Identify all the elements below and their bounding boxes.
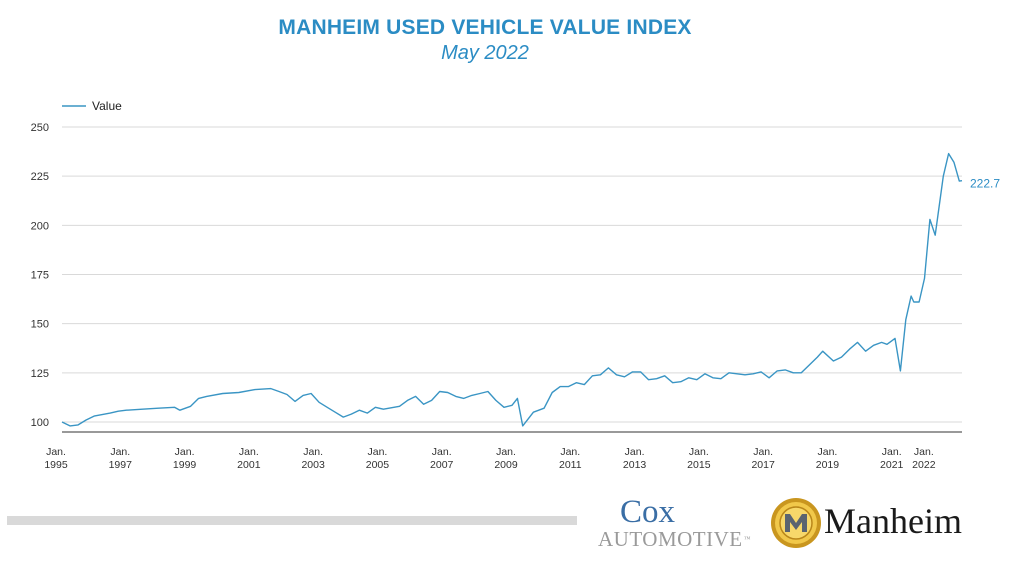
x-tick-year: 2011 xyxy=(559,459,582,471)
x-tick-year: 2022 xyxy=(912,459,936,471)
x-tick-year: 2019 xyxy=(816,459,840,471)
x-tick-label: Jan. xyxy=(110,446,130,458)
x-tick-label: Jan. xyxy=(367,446,387,458)
cox-logo-subtitle: AUTOMOTIVE™ xyxy=(598,528,751,550)
cox-logo-trademark: ™ xyxy=(743,535,751,543)
footer-divider-bar xyxy=(7,516,577,525)
y-tick-label: 175 xyxy=(31,270,49,282)
x-tick-label: Jan. xyxy=(432,446,452,458)
cox-logo-word: Cox xyxy=(620,494,676,530)
x-tick-year: 2003 xyxy=(301,459,325,471)
x-tick-year: 2001 xyxy=(237,459,261,471)
x-tick-label: Jan. xyxy=(175,446,195,458)
x-tick-year: 2015 xyxy=(687,459,711,471)
y-tick-label: 200 xyxy=(31,220,49,232)
x-tick-label: Jan. xyxy=(914,446,934,458)
x-tick-year: 1997 xyxy=(109,459,133,471)
x-tick-year: 2009 xyxy=(494,459,518,471)
x-tick-label: Jan. xyxy=(239,446,259,458)
chart-title: MANHEIM USED VEHICLE VALUE INDEX xyxy=(278,16,692,39)
x-tick-year: 2021 xyxy=(880,459,904,471)
legend-label: Value xyxy=(92,99,122,113)
x-tick-label: Jan. xyxy=(303,446,323,458)
x-tick-year: 1995 xyxy=(44,459,68,471)
manheim-emblem-icon xyxy=(771,498,821,548)
x-tick-label: Jan. xyxy=(817,446,837,458)
y-tick-label: 225 xyxy=(31,171,49,183)
x-tick-year: 2005 xyxy=(366,459,390,471)
chart-subtitle: May 2022 xyxy=(441,42,529,64)
x-tick-label: Jan. xyxy=(753,446,773,458)
y-tick-label: 150 xyxy=(31,319,49,331)
x-tick-label: Jan. xyxy=(689,446,709,458)
end-value-label: 222.7 xyxy=(970,177,1000,191)
series-line-value xyxy=(61,152,963,427)
x-tick-label: Jan. xyxy=(496,446,516,458)
x-tick-label: Jan. xyxy=(882,446,902,458)
line-chart: 100125150175200225250Jan.1995Jan.1997Jan… xyxy=(31,99,1001,471)
x-tick-year: 2013 xyxy=(623,459,647,471)
x-tick-label: Jan. xyxy=(625,446,645,458)
x-tick-year: 1999 xyxy=(173,459,197,471)
x-tick-year: 2007 xyxy=(430,459,454,471)
cox-automotive-logo: Cox AUTOMOTIVE™ xyxy=(598,495,758,555)
x-tick-year: 2017 xyxy=(751,459,775,471)
x-tick-label: Jan. xyxy=(560,446,580,458)
x-tick-label: Jan. xyxy=(46,446,66,458)
y-tick-label: 250 xyxy=(31,122,49,134)
y-tick-label: 125 xyxy=(31,368,49,380)
manheim-logo-word: Manheim xyxy=(824,501,962,541)
y-tick-label: 100 xyxy=(31,417,49,429)
cox-logo-automotive: AUTOMOTIVE xyxy=(598,527,743,551)
